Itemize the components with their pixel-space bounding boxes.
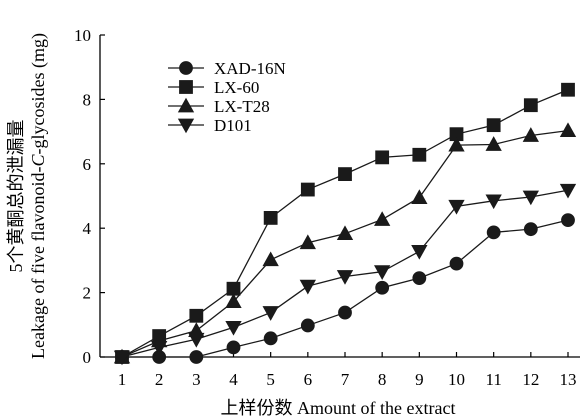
- x-tick-label: 10: [448, 370, 465, 389]
- y-axis-label-chinese: 5个黄酮总的泄漏量: [6, 120, 26, 273]
- series-d101: [113, 183, 577, 366]
- y-axis-label-english: Leakage of five flavonoid-C-glycosides (…: [28, 33, 49, 359]
- data-point: [559, 183, 577, 199]
- data-point: [188, 332, 205, 348]
- data-point: [411, 189, 428, 204]
- x-tick-label: 12: [522, 370, 539, 389]
- y-tick-label: 0: [83, 348, 92, 367]
- legend-label: LX-60: [214, 78, 259, 97]
- series-layer: [113, 82, 577, 366]
- legend-marker: [177, 97, 195, 113]
- x-tick-label: 3: [192, 370, 201, 389]
- data-point: [374, 265, 391, 280]
- x-tick-label: 1: [118, 370, 127, 389]
- legend-entry: XAD-16N: [168, 59, 286, 78]
- x-tick-label: 11: [485, 370, 501, 389]
- legend-marker: [179, 61, 193, 75]
- data-point: [299, 279, 316, 295]
- data-point: [300, 318, 315, 333]
- y-tick-label: 4: [83, 219, 92, 238]
- data-point: [299, 234, 316, 250]
- data-point: [523, 98, 538, 113]
- data-point: [113, 350, 131, 366]
- legend-label: LX-T28: [214, 97, 270, 116]
- data-point: [522, 127, 539, 142]
- data-point: [412, 271, 427, 286]
- x-tick-label: 9: [415, 370, 424, 389]
- data-point: [225, 293, 242, 308]
- y-tick-label: 10: [74, 26, 91, 45]
- y-axis-label: Leakage of five flavonoid-C-glycosides (…: [6, 33, 49, 359]
- x-tick-label: 7: [341, 370, 350, 389]
- data-point: [338, 167, 352, 182]
- legend-marker: [177, 118, 195, 134]
- data-point: [300, 182, 315, 197]
- legend-entry: LX-T28: [168, 97, 270, 116]
- data-point: [151, 340, 168, 356]
- data-point: [485, 136, 502, 151]
- data-point: [262, 251, 279, 267]
- y-tick-label: 6: [83, 155, 92, 174]
- data-point: [336, 225, 354, 241]
- data-point: [522, 190, 539, 206]
- y-tick-label: 2: [83, 284, 92, 303]
- x-tick-label: 4: [229, 370, 238, 389]
- legend-entry: LX-60: [168, 78, 259, 97]
- data-point: [486, 225, 501, 240]
- data-point: [561, 82, 575, 97]
- data-point: [189, 308, 204, 323]
- data-point: [448, 136, 465, 152]
- data-point: [448, 199, 465, 215]
- x-tick-label: 8: [378, 370, 387, 389]
- data-point: [561, 213, 575, 228]
- data-point: [411, 245, 428, 260]
- legend-marker: [179, 80, 193, 94]
- legend-entry: D101: [168, 116, 252, 135]
- series-line: [121, 129, 569, 358]
- data-point: [262, 306, 279, 321]
- x-tick-label: 13: [560, 370, 577, 389]
- data-point: [375, 150, 390, 165]
- y-tick-label: 8: [83, 90, 92, 109]
- data-point: [263, 331, 278, 346]
- data-point: [338, 305, 352, 320]
- data-point: [412, 147, 427, 162]
- data-point: [189, 350, 204, 364]
- series-lx-60: [115, 82, 575, 364]
- data-point: [336, 270, 354, 285]
- x-axis-label: 上样份数 Amount of the extract: [221, 398, 456, 418]
- legend-label: D101: [214, 116, 252, 135]
- data-point: [374, 211, 391, 226]
- data-point: [486, 118, 501, 133]
- data-point: [375, 280, 390, 295]
- data-point: [226, 281, 241, 296]
- x-tick-label: 5: [266, 370, 275, 389]
- data-point: [225, 320, 242, 336]
- x-tick-label: 6: [304, 370, 313, 389]
- legend-label: XAD-16N: [214, 59, 286, 78]
- data-point: [559, 122, 577, 138]
- x-tick-label: 2: [155, 370, 164, 389]
- series-lx-t28: [113, 122, 577, 364]
- data-point: [226, 340, 241, 355]
- data-point: [523, 222, 538, 237]
- data-point: [263, 210, 278, 225]
- data-point: [485, 194, 502, 210]
- data-point: [449, 256, 464, 271]
